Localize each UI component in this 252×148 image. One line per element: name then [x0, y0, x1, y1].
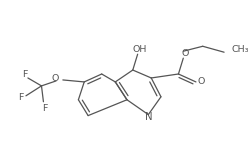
- Text: O: O: [51, 74, 59, 83]
- Text: F: F: [22, 70, 27, 78]
- Text: F: F: [18, 93, 24, 102]
- Text: O: O: [181, 49, 188, 58]
- Text: N: N: [145, 112, 152, 122]
- Text: OH: OH: [132, 45, 146, 54]
- Text: F: F: [42, 104, 47, 113]
- Text: CH₃: CH₃: [231, 45, 248, 54]
- Text: O: O: [196, 77, 204, 86]
